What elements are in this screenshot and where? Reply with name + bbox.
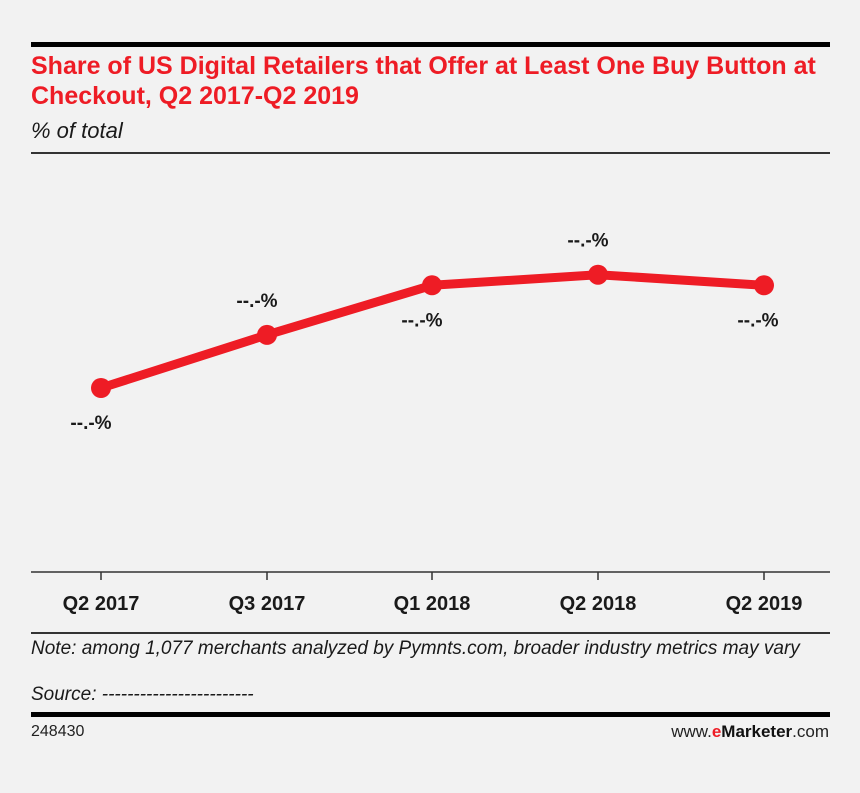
data-points <box>91 264 774 398</box>
brand-e: e <box>711 722 722 741</box>
data-label: --.-% <box>236 291 277 312</box>
x-tick-label: Q2 2019 <box>726 593 803 615</box>
header-divider <box>31 152 830 154</box>
emarketer-logo[interactable]: www.eMarketer.com <box>671 722 829 742</box>
chart-subtitle: % of total <box>31 118 123 143</box>
data-label: --.-% <box>567 231 608 252</box>
data-labels: --.-% --.-% --.-% --.-% --.-% <box>70 231 778 434</box>
chart-id: 248430 <box>31 723 85 740</box>
chart-title: Share of US Digital Retailers that Offer… <box>31 52 816 110</box>
note-text: Note: among 1,077 merchants analyzed by … <box>31 638 800 659</box>
x-axis-ticks <box>100 572 765 580</box>
top-rule <box>31 42 830 47</box>
brand-name: Marketer <box>721 722 793 741</box>
data-label: --.-% <box>70 413 111 434</box>
line-chart: Q2 2017 Q3 2017 Q1 2018 Q2 2018 Q2 2019 --.-… <box>31 231 830 615</box>
data-point <box>257 324 277 345</box>
data-label: --.-% <box>737 310 778 331</box>
data-point <box>754 275 774 296</box>
data-point <box>588 264 608 285</box>
data-label: --.-% <box>401 310 442 331</box>
x-tick-label: Q1 2018 <box>394 593 471 615</box>
x-tick-label: Q2 2018 <box>560 593 637 615</box>
data-point <box>91 378 111 398</box>
source-text: Source: ------------------------ <box>31 684 254 705</box>
x-tick-label: Q3 2017 <box>229 593 306 615</box>
bottom-rule <box>31 712 830 717</box>
footer-divider <box>31 632 830 634</box>
data-point <box>422 275 442 296</box>
x-axis-tick-labels: Q2 2017 Q3 2017 Q1 2018 Q2 2018 Q2 2019 <box>63 593 803 615</box>
x-tick-label: Q2 2017 <box>63 593 140 615</box>
brand-prefix: www. <box>671 722 712 741</box>
brand-suffix: .com <box>792 722 829 741</box>
